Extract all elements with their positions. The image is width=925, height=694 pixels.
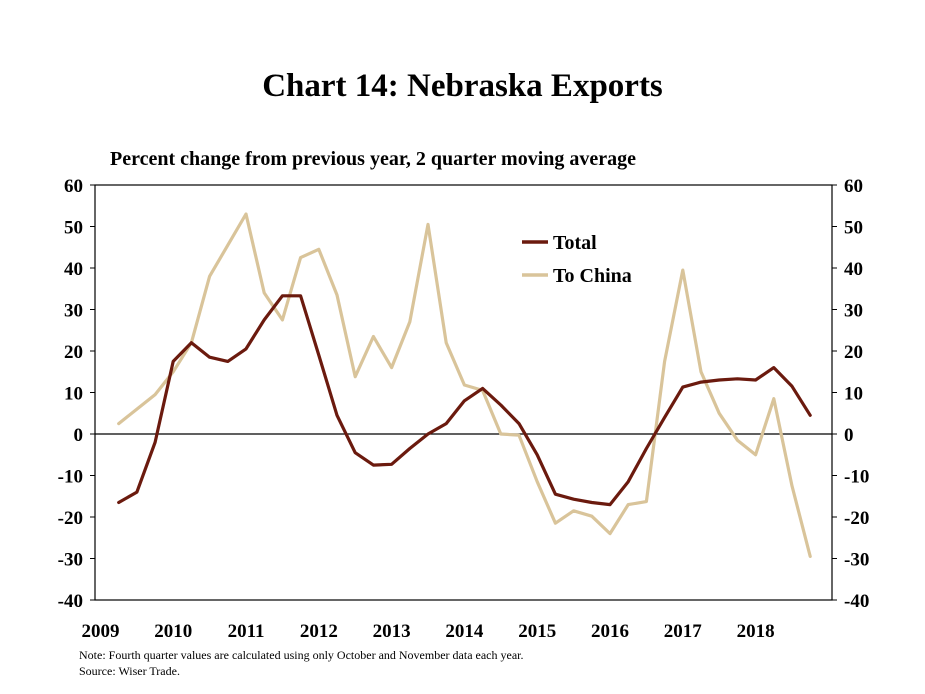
y-tick-label-right: -30	[844, 550, 869, 571]
source-note: Source: Wiser Trade.	[79, 664, 180, 678]
y-axis-right-ticks: 60 50 40 30 20 10 0 -10 -20 -30 -40	[832, 176, 869, 612]
x-tick-label: 2015	[518, 621, 556, 642]
y-tick-label-left: -20	[58, 508, 83, 529]
legend-label: To China	[553, 265, 632, 287]
x-tick-label: 2016	[591, 621, 629, 642]
x-tick-label: 2009	[81, 621, 119, 642]
y-tick-label-left: 10	[64, 384, 83, 405]
legend-label: Total	[553, 232, 597, 254]
x-tick-label: 2012	[300, 621, 338, 642]
chart-title: Chart 14: Nebraska Exports	[262, 68, 663, 104]
chart-subtitle: Percent change from previous year, 2 qua…	[110, 148, 637, 170]
plot-frame	[94, 184, 833, 601]
x-tick-label: 2017	[664, 621, 703, 642]
y-tick-label-right: 60	[844, 176, 863, 197]
series-lines	[117, 212, 812, 558]
y-tick-label-right: -40	[844, 591, 869, 612]
footnote: Note: Fourth quarter values are calculat…	[79, 648, 524, 662]
y-tick-label-left: 50	[64, 218, 83, 239]
y-tick-label-left: -10	[58, 467, 83, 488]
series-line-total	[117, 294, 812, 507]
y-tick-label-left: 30	[64, 301, 83, 322]
x-tick-label: 2013	[373, 621, 411, 642]
y-tick-label-left: -40	[58, 591, 83, 612]
y-tick-label-right: 40	[844, 259, 863, 280]
y-axis-left-ticks: 60 50 40 30 20 10 0 -10 -20 -30 -40	[58, 176, 95, 612]
y-tick-label-right: 20	[844, 342, 863, 363]
y-tick-label-left: -30	[58, 550, 83, 571]
x-axis-ticks: 2009 2010 2011 2012 2013 2014 2015 2016 2017 2018	[81, 621, 774, 642]
y-tick-label-left: 0	[74, 425, 84, 446]
series-line-to-china	[117, 212, 812, 558]
y-tick-label-right: 30	[844, 301, 863, 322]
y-tick-label-right: 50	[844, 218, 863, 239]
x-tick-label: 2014	[445, 621, 484, 642]
y-tick-label-left: 20	[64, 342, 83, 363]
y-tick-label-right: 10	[844, 384, 863, 405]
chart-axes	[94, 184, 833, 601]
legend: Total To China	[522, 232, 632, 287]
y-tick-label-left: 40	[64, 259, 83, 280]
x-tick-label: 2018	[737, 621, 775, 642]
y-tick-label-right: -20	[844, 508, 869, 529]
x-tick-label: 2010	[154, 621, 192, 642]
y-tick-label-right: 0	[844, 425, 854, 446]
y-tick-label-right: -10	[844, 467, 869, 488]
x-tick-label: 2011	[228, 621, 265, 642]
y-tick-label-left: 60	[64, 176, 83, 197]
